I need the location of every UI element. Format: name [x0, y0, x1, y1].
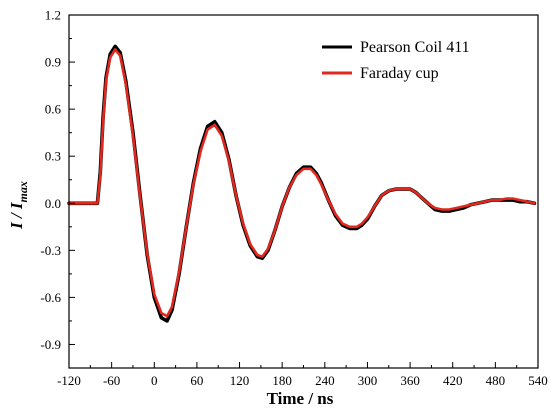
x-tick-label: 540	[528, 373, 548, 388]
y-axis-title-sub: max	[16, 181, 30, 202]
y-axis-title-main: I / I	[7, 201, 26, 230]
series-line-faraday	[67, 48, 536, 318]
x-tick-label: 0	[151, 373, 158, 388]
legend: Pearson Coil 411 Faraday cup	[322, 39, 470, 82]
y-axis-title: I / Imax	[7, 181, 30, 230]
y-tick-label: 0.3	[45, 149, 61, 164]
x-tick-label: 360	[400, 373, 420, 388]
x-tick-label: 180	[272, 373, 292, 388]
x-tick-label: -120	[57, 373, 81, 388]
x-tick-label: 60	[190, 373, 203, 388]
y-tick-label: 0.9	[45, 55, 61, 70]
y-tick-label: -0.3	[40, 243, 61, 258]
x-axis-title: Time / ns	[267, 389, 334, 408]
y-tick-label: 1.2	[45, 8, 61, 23]
x-tick-label: 480	[486, 373, 506, 388]
x-tick-label: -60	[103, 373, 120, 388]
legend-label-faraday: Faraday cup	[360, 65, 439, 82]
x-tick-label: 300	[358, 373, 378, 388]
plot-data	[67, 44, 537, 323]
legend-label-pearson: Pearson Coil 411	[360, 39, 470, 56]
axes: -120 -60 0 60 120 180 240 300 360 420 480 540 -0.9 -0…	[40, 8, 547, 389]
y-tick-label: -0.9	[40, 337, 61, 352]
y-tick-label: 0.6	[45, 102, 62, 117]
x-tick-label: 240	[315, 373, 335, 388]
x-tick-label: 120	[230, 373, 250, 388]
y-tick-label: -0.6	[40, 290, 61, 305]
x-tick-label: 420	[443, 373, 463, 388]
y-tick-label: 0.0	[45, 196, 61, 211]
